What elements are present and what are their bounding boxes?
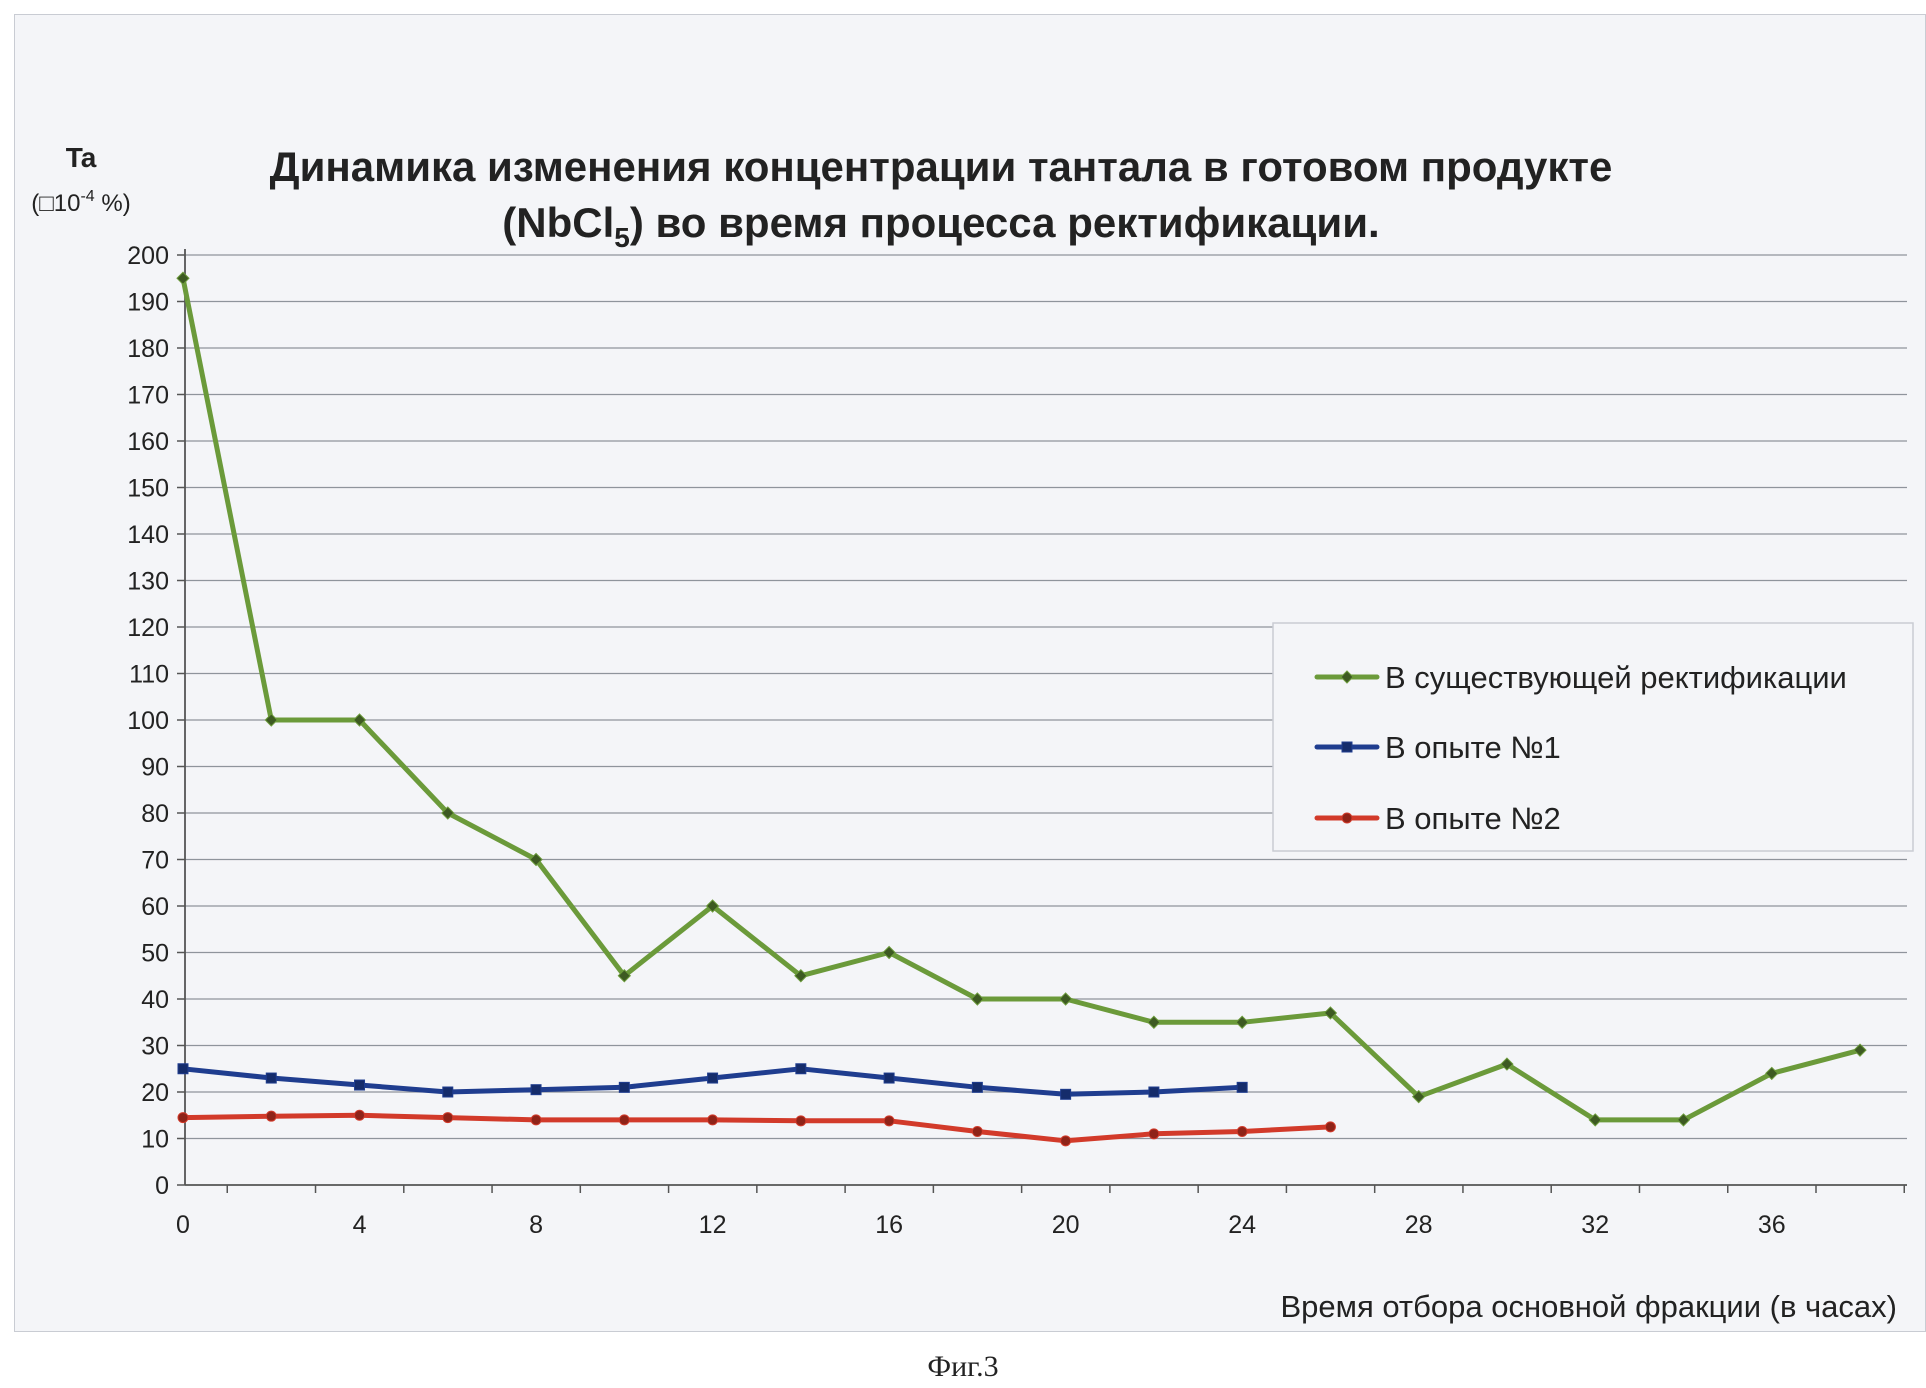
chart-title-subscript: 5 — [614, 222, 630, 253]
chart-title-line1: Динамика изменения концентрации тантала … — [270, 143, 1613, 190]
y-tick-label: 30 — [141, 1033, 169, 1061]
data-point — [355, 1110, 365, 1120]
series-3 — [178, 1110, 1335, 1146]
x-tick-label: 36 — [1758, 1211, 1786, 1239]
data-point — [355, 1080, 365, 1090]
y-tick-label: 200 — [127, 242, 169, 270]
x-tick-label: 20 — [1052, 1211, 1080, 1239]
data-point — [443, 1113, 453, 1123]
data-point — [531, 1115, 541, 1125]
x-tick-label: 28 — [1405, 1211, 1433, 1239]
y-tick-label: 70 — [141, 847, 169, 875]
y-axis-unit: (□10-4 %) — [31, 188, 130, 217]
chart-title-rest: ) во время процесса ректификации. — [630, 199, 1380, 246]
y-tick-label: 90 — [141, 754, 169, 782]
legend-label: В опыте №1 — [1385, 730, 1561, 765]
x-tick-label: 0 — [176, 1211, 190, 1239]
y-tick-label: 0 — [155, 1172, 169, 1200]
data-point — [1325, 1122, 1335, 1132]
data-point — [884, 1116, 894, 1126]
chart-title-formula: (NbCl — [502, 199, 614, 246]
x-tick-labels: 0 4 8 12 16 20 24 28 32 36 — [176, 1211, 1786, 1239]
y-tick-label: 60 — [141, 893, 169, 921]
data-point — [972, 1127, 982, 1137]
y-unit-prefix: (□10 — [31, 190, 80, 217]
y-tick-label: 180 — [127, 335, 169, 363]
y-tick-label: 100 — [127, 707, 169, 735]
x-tick-label: 8 — [529, 1211, 543, 1239]
line-chart: Динамика изменения концентрации тантала … — [15, 15, 1926, 1332]
data-point — [972, 1082, 982, 1092]
legend-item: В существующей ректификации — [1317, 660, 1847, 695]
y-tick-label: 40 — [141, 986, 169, 1014]
data-point — [796, 1116, 806, 1126]
data-point — [1237, 1127, 1247, 1137]
y-tick-label: 20 — [141, 1079, 169, 1107]
x-tick-label: 4 — [353, 1211, 367, 1239]
data-point — [265, 714, 277, 726]
x-tick-label: 24 — [1228, 1211, 1256, 1239]
legend: В существующей ректификации В опыте №1 В о… — [1273, 623, 1913, 851]
data-point — [266, 1111, 276, 1121]
y-tick-label: 140 — [127, 521, 169, 549]
y-tick-label: 80 — [141, 800, 169, 828]
data-point — [619, 1115, 629, 1125]
x-axis-label: Время отбора основной фракции (в часах) — [1281, 1289, 1898, 1324]
series-2 — [178, 1064, 1247, 1100]
x-tick-label: 32 — [1581, 1211, 1609, 1239]
x-tick-label: 16 — [875, 1211, 903, 1239]
y-tick-label: 170 — [127, 382, 169, 410]
data-point — [1060, 993, 1072, 1005]
data-point — [178, 1064, 188, 1074]
data-point — [708, 1115, 718, 1125]
data-point — [1149, 1087, 1159, 1097]
x-tick-label: 12 — [699, 1211, 727, 1239]
data-point — [884, 1073, 894, 1083]
data-point — [1149, 1129, 1159, 1139]
data-point — [178, 1113, 188, 1123]
data-point — [1061, 1089, 1071, 1099]
y-unit-suffix: %) — [95, 190, 131, 217]
legend-marker — [1342, 742, 1352, 752]
data-point — [266, 1073, 276, 1083]
data-point — [1236, 1016, 1248, 1028]
data-point — [443, 1087, 453, 1097]
y-tick-label: 190 — [127, 289, 169, 317]
data-point — [1148, 1016, 1160, 1028]
data-point — [619, 1082, 629, 1092]
y-tick-label: 110 — [129, 661, 169, 689]
legend-marker — [1342, 813, 1352, 823]
y-tick-label: 120 — [127, 614, 169, 642]
legend-label: В существующей ректификации — [1385, 660, 1847, 695]
data-point — [177, 272, 189, 284]
data-point — [796, 1064, 806, 1074]
y-tick-labels: 0 10 20 30 40 50 60 70 80 90 100 110 120 130 140 150 160… — [127, 242, 169, 1200]
y-unit-superscript: -4 — [80, 188, 94, 205]
y-axis-label: Ta — [66, 142, 97, 173]
figure-caption: Фиг.3 — [0, 1350, 1926, 1384]
y-tick-label: 150 — [127, 475, 169, 503]
data-point — [1061, 1136, 1071, 1146]
chart-title-line2: (NbCl5) во время процесса ректификации. — [502, 199, 1379, 253]
chart-frame: Динамика изменения концентрации тантала … — [14, 14, 1926, 1332]
data-point — [708, 1073, 718, 1083]
data-point — [531, 1085, 541, 1095]
y-tick-label: 50 — [141, 940, 169, 968]
y-tick-label: 130 — [127, 568, 169, 596]
y-tick-label: 160 — [127, 428, 169, 456]
data-point — [1237, 1082, 1247, 1092]
y-tick-label: 10 — [141, 1126, 169, 1154]
legend-label: В опыте №2 — [1385, 801, 1561, 836]
